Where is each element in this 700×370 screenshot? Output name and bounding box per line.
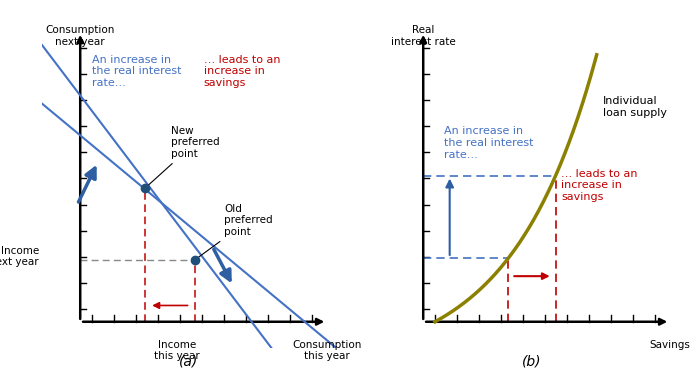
Text: (b): (b) [522, 354, 542, 368]
Text: Income
next year: Income next year [0, 246, 39, 268]
Text: Income
this year: Income this year [155, 340, 200, 361]
Text: (a): (a) [179, 354, 199, 368]
Text: New
preferred
point: New preferred point [147, 126, 220, 186]
Text: Consumption
this year: Consumption this year [293, 340, 362, 361]
Text: Consumption
next year: Consumption next year [46, 26, 115, 47]
Text: An increase in
the real interest
rate…: An increase in the real interest rate… [92, 55, 181, 88]
Text: An increase in
the real interest
rate…: An increase in the real interest rate… [444, 127, 533, 159]
Text: … leads to an
increase in
savings: … leads to an increase in savings [204, 55, 280, 88]
Text: Savings: Savings [650, 340, 691, 350]
Text: … leads to an
increase in
savings: … leads to an increase in savings [561, 169, 638, 202]
Text: Real
interest rate: Real interest rate [391, 26, 456, 47]
Text: Individual
loan supply: Individual loan supply [603, 96, 666, 118]
Text: Old
preferred
point: Old preferred point [197, 204, 273, 258]
